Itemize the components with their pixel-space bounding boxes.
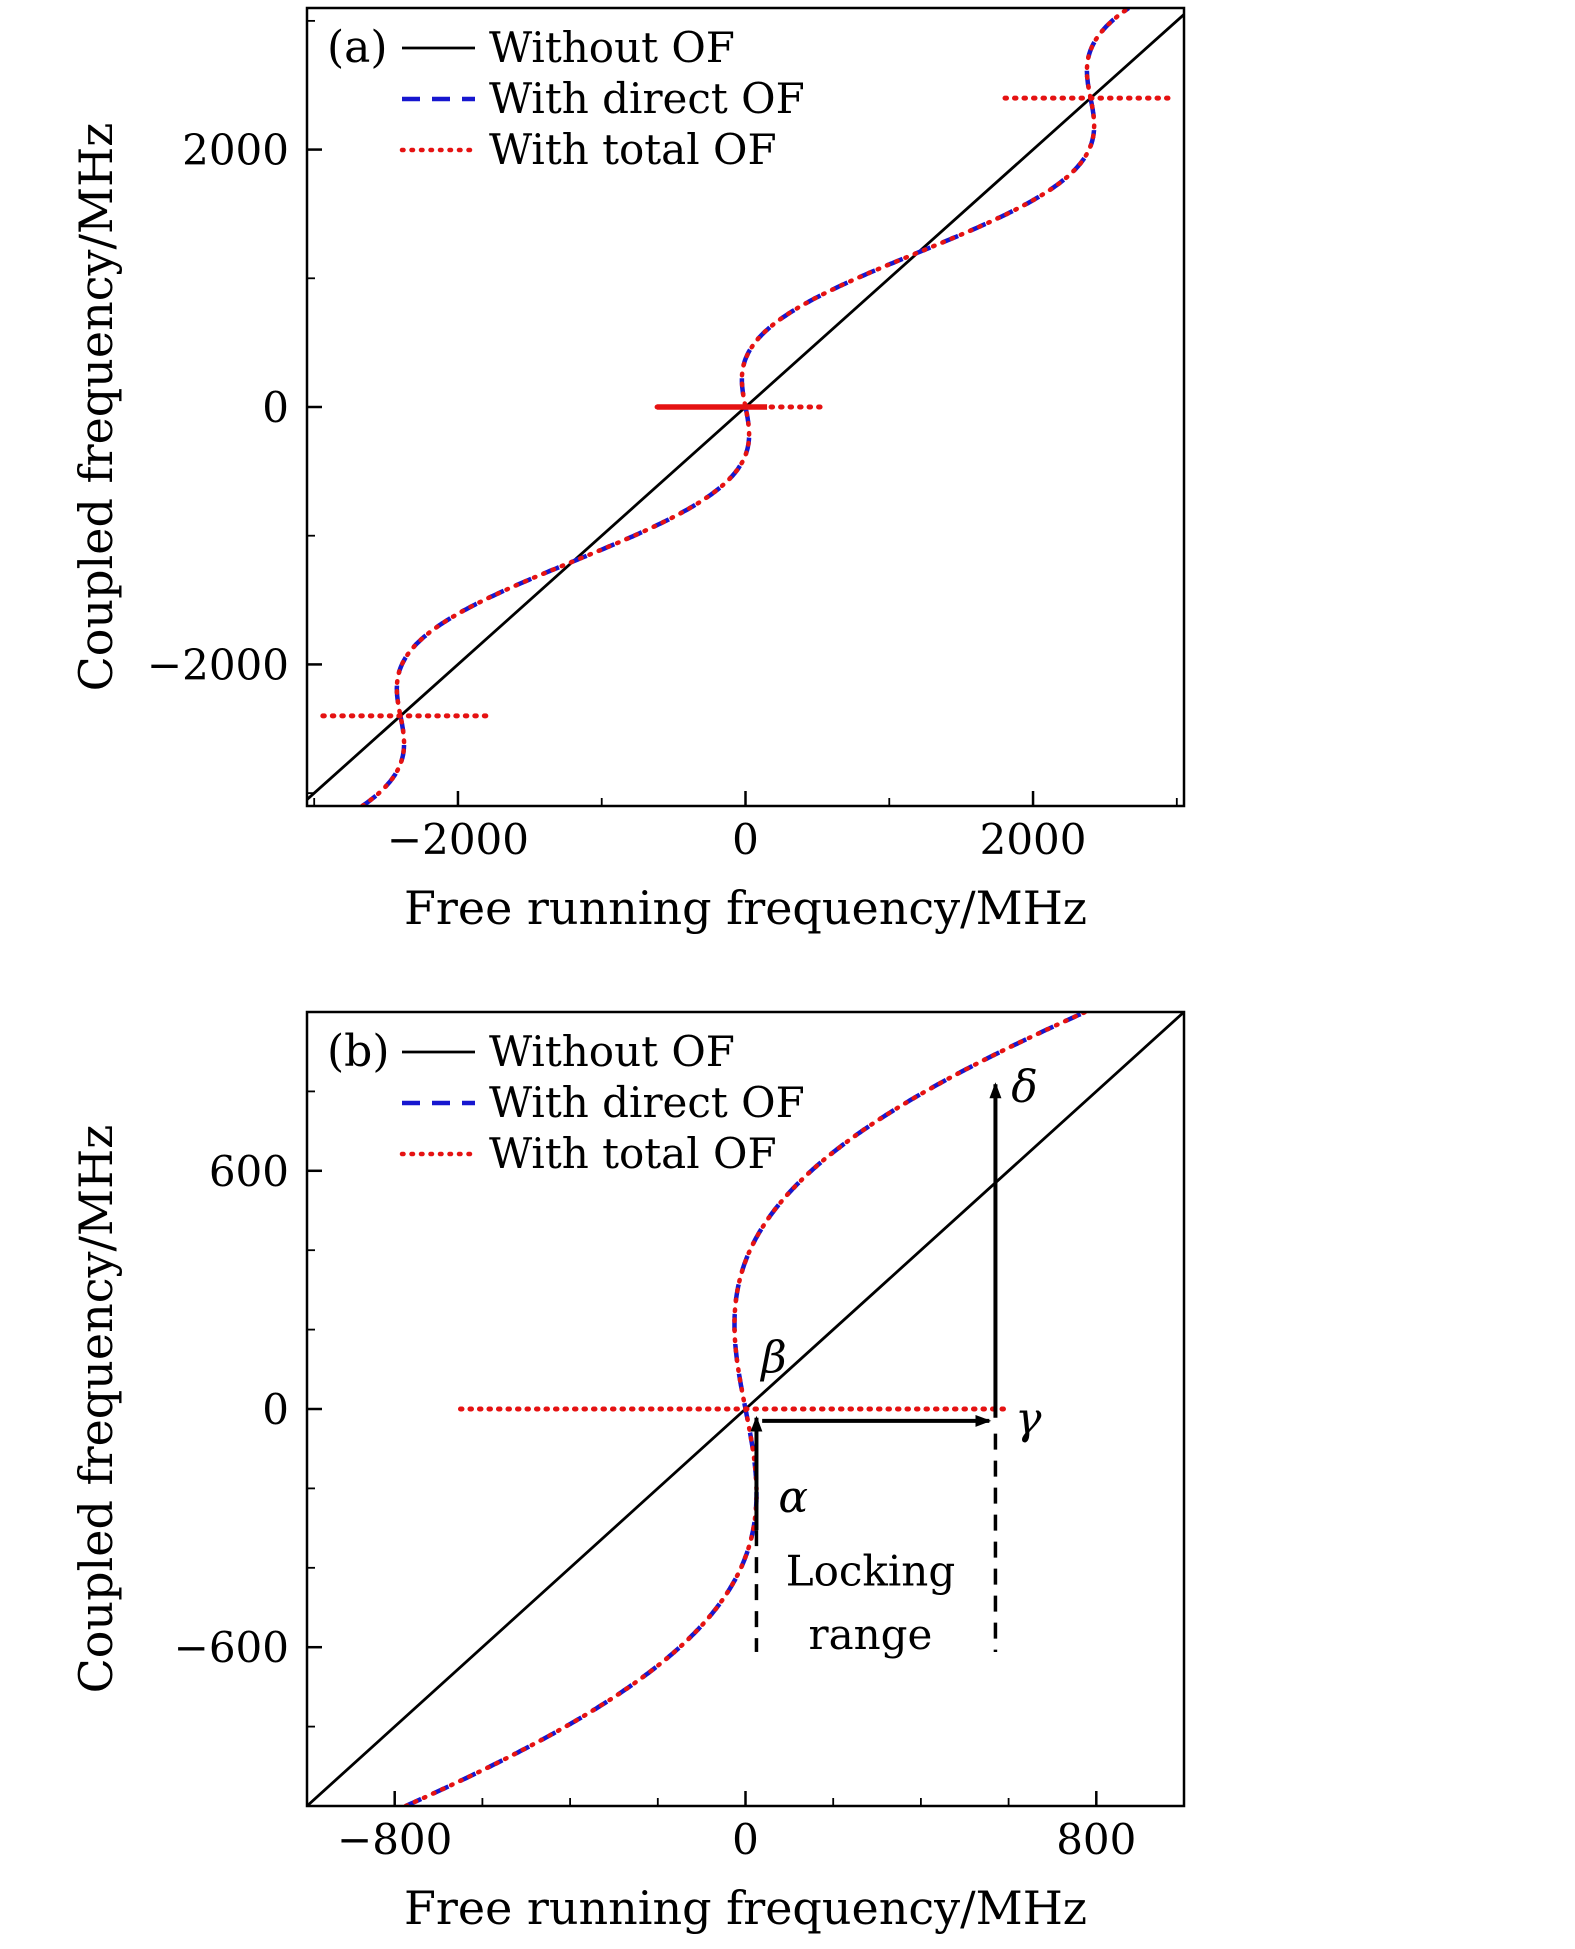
point-label: β xyxy=(759,1332,786,1383)
locking-range-text: Locking xyxy=(786,1547,956,1596)
x-axis-label: Free running frequency/MHz xyxy=(404,1881,1087,1935)
x-tick-label: −2000 xyxy=(387,815,529,864)
panel-a: −2000 0 2000 −2000 0 2000 Free running frequen… xyxy=(69,6,1186,935)
legend-label: With direct OF xyxy=(489,74,805,123)
panel-b: −800 0 800 −600 0 600 Free running frequency/M… xyxy=(69,1010,1186,1935)
y-tick-label: 600 xyxy=(209,1147,289,1196)
x-tick-label: 800 xyxy=(1056,1815,1136,1864)
y-tick-label: 0 xyxy=(262,1385,289,1434)
legend-label: With direct OF xyxy=(489,1078,805,1127)
y-tick-label: 0 xyxy=(262,383,289,432)
point-label: α xyxy=(778,1472,808,1523)
legend-label: Without OF xyxy=(489,1027,735,1076)
point-label: δ xyxy=(1011,1061,1037,1112)
y-axis-label: Coupled frequency/MHz xyxy=(69,123,123,692)
x-tick-label: −800 xyxy=(337,1815,452,1864)
x-tick-label: 0 xyxy=(732,815,759,864)
plot-area xyxy=(307,8,1184,806)
x-tick-label: 0 xyxy=(732,1815,759,1864)
panel-label: (a) xyxy=(327,22,388,73)
plot-area xyxy=(307,1012,1184,1806)
legend-label: Without OF xyxy=(489,23,735,72)
x-axis-label: Free running frequency/MHz xyxy=(404,881,1087,935)
legend-label: With total OF xyxy=(489,1129,777,1178)
legend-label: With total OF xyxy=(489,125,777,174)
direct-of-curve xyxy=(361,8,1130,806)
y-axis-label: Coupled frequency/MHz xyxy=(69,1125,123,1694)
locking-range-text: range xyxy=(809,1610,933,1659)
x-tick-label: 2000 xyxy=(980,815,1087,864)
panel-label: (b) xyxy=(327,1026,390,1077)
y-tick-label: −600 xyxy=(174,1623,289,1672)
point-label: γ xyxy=(1015,1394,1042,1445)
y-tick-label: 2000 xyxy=(182,126,289,175)
y-tick-label: −2000 xyxy=(147,640,289,689)
